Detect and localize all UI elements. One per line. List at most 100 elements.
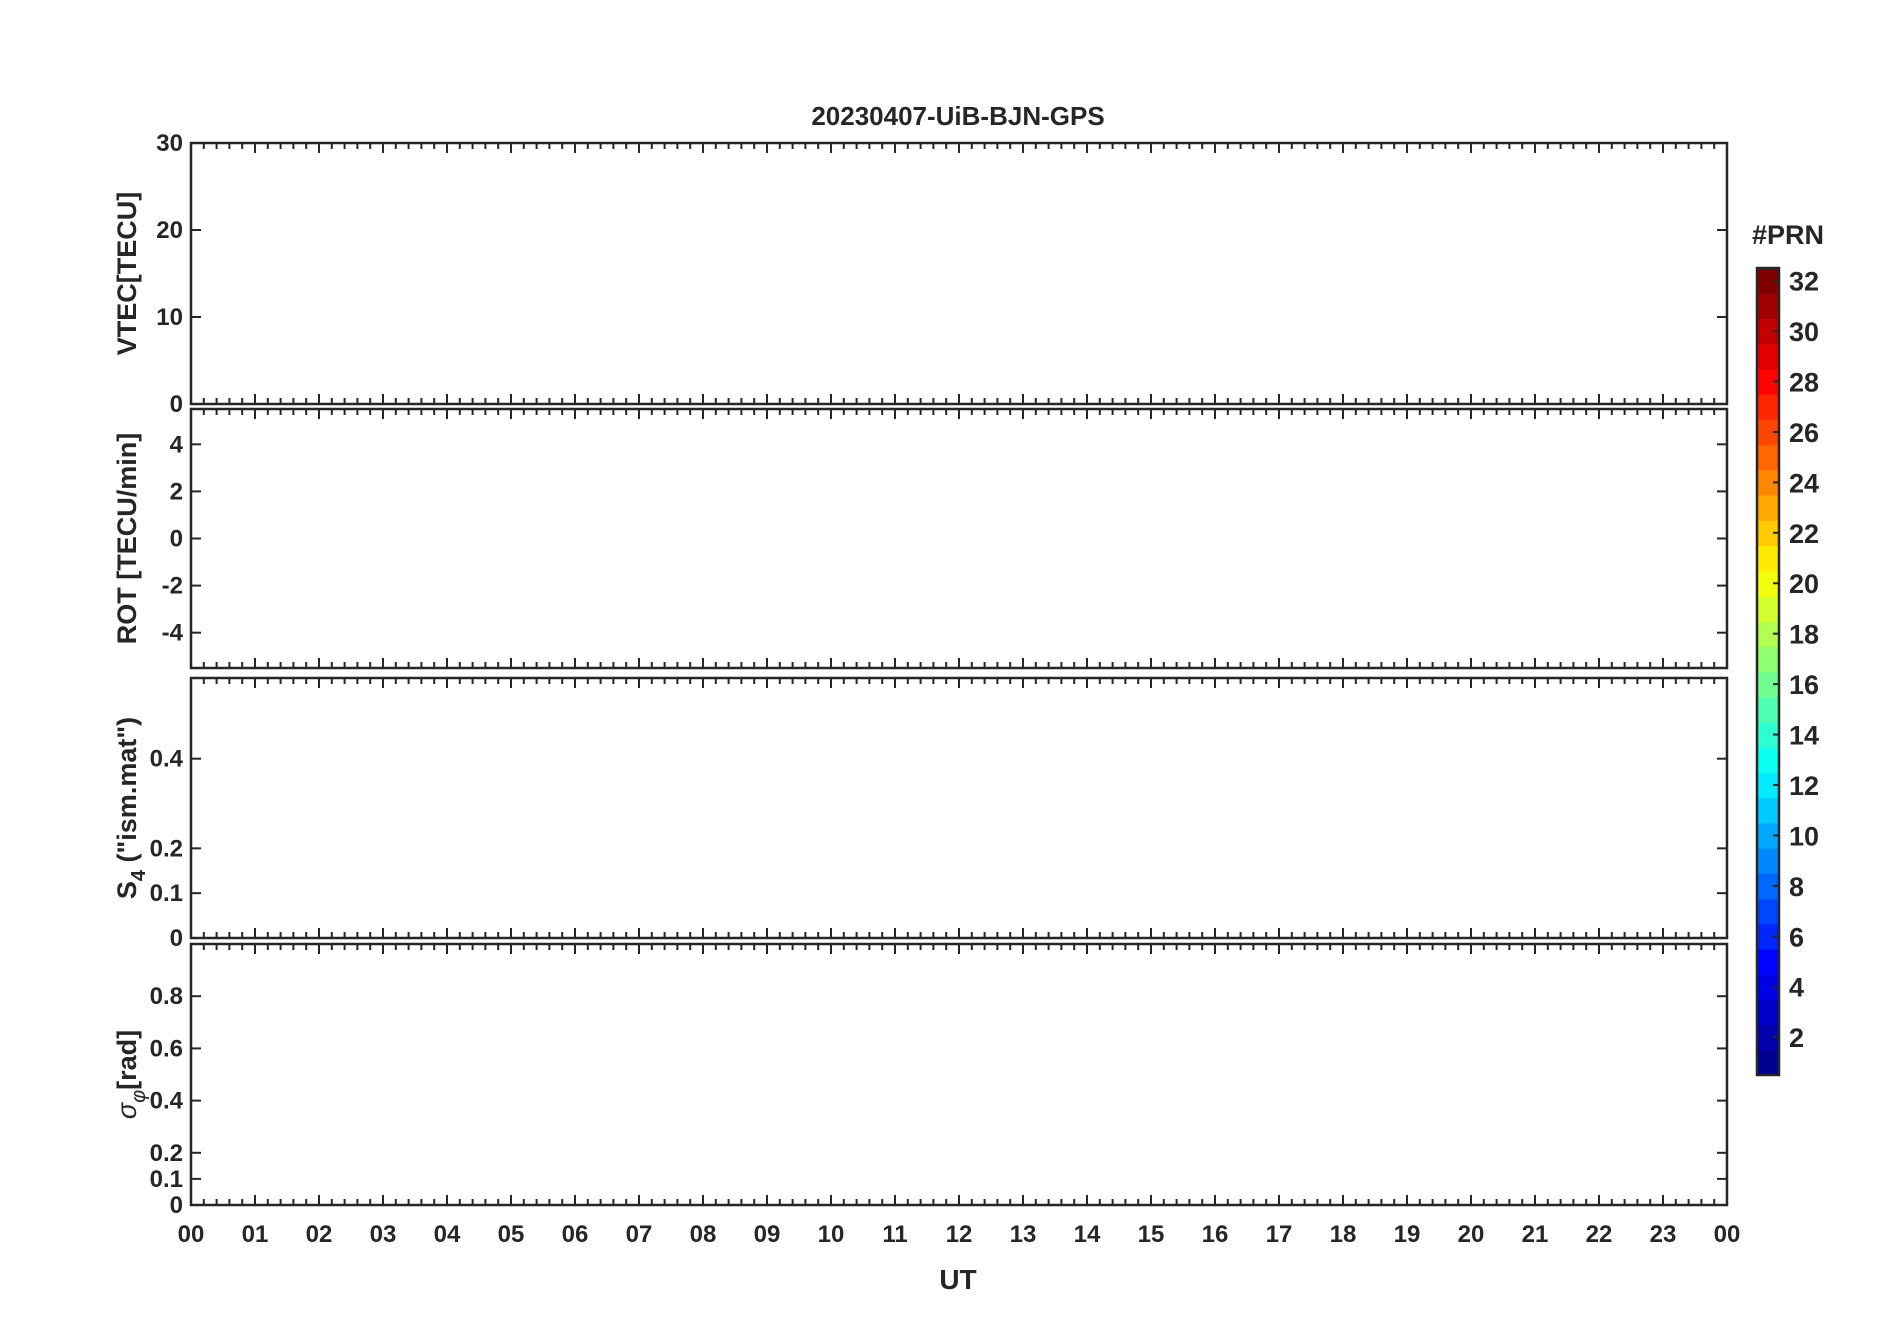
x-tick-label: 20 — [1458, 1221, 1485, 1248]
x-axis-label: UT — [939, 1264, 976, 1295]
panel-frame — [189, 676, 1729, 940]
colorbar-segment — [1757, 444, 1779, 471]
x-tick-label: 19 — [1394, 1221, 1421, 1248]
panel-frame — [189, 942, 1729, 1207]
colorbar-segment — [1757, 469, 1779, 496]
colorbar-segment — [1757, 646, 1779, 673]
colorbar-segment — [1757, 747, 1779, 773]
colorbar-segment — [1757, 999, 1779, 1026]
x-tick-label: 02 — [306, 1221, 333, 1248]
y-axis-label-sigma_phi: σφ[rad] — [112, 1030, 150, 1119]
panel-frame — [189, 141, 1729, 406]
y-tick-label: 10 — [156, 304, 183, 331]
colorbar-segment — [1757, 595, 1779, 622]
colorbar-tick-label: 12 — [1789, 771, 1819, 801]
colorbar-tick-label: 30 — [1789, 317, 1819, 347]
colorbar-tick-label: 22 — [1789, 519, 1819, 549]
x-tick-label: 05 — [498, 1221, 525, 1248]
colorbar-tick-label: 24 — [1789, 468, 1819, 498]
y-tick-label: 0.1 — [150, 880, 183, 907]
colorbar-tick-label: 32 — [1789, 267, 1819, 297]
y-tick-label: 0.4 — [150, 746, 184, 773]
y-tick-label: 0.8 — [150, 983, 183, 1010]
colorbar-segment — [1757, 293, 1779, 320]
colorbar-segment — [1757, 822, 1779, 849]
x-tick-label: 07 — [626, 1221, 653, 1248]
y-axis-label-s4: S4 ("ism.mat") — [112, 717, 150, 899]
x-tick-label: 00 — [178, 1221, 205, 1248]
colorbar-tick-label: 14 — [1789, 721, 1819, 751]
x-tick-label: 13 — [1010, 1221, 1037, 1248]
colorbar-segment — [1757, 671, 1779, 698]
y-tick-label: 0 — [170, 391, 183, 418]
colorbar-segment — [1757, 419, 1779, 446]
colorbar-segment — [1757, 974, 1779, 1000]
colorbar-tick-label: 4 — [1789, 973, 1804, 1003]
colorbar-segment — [1757, 545, 1779, 572]
colorbar-segment — [1757, 494, 1779, 521]
colorbar-segment — [1757, 343, 1779, 370]
y-tick-label: 0.4 — [150, 1088, 184, 1115]
colorbar-segment — [1757, 520, 1779, 547]
panel-vtec: 0 10 20 30 VTEC[TECU] — [112, 130, 1729, 418]
colorbar-tick-label: 16 — [1789, 670, 1819, 700]
y-axis-label-rot: ROT [TECU/min] — [112, 433, 142, 644]
x-tick-label: 09 — [754, 1221, 781, 1248]
x-tick-label: 14 — [1074, 1221, 1101, 1248]
x-tick-label: 08 — [690, 1221, 717, 1248]
y-tick-label: 2 — [170, 478, 183, 505]
panel-sigma_phi: 00.10.2 0.4 0.6 0.8σφ[rad] — [112, 942, 1729, 1219]
x-tick-label: 06 — [562, 1221, 589, 1248]
colorbar-tick-label: 28 — [1789, 367, 1819, 397]
y-tick-label: 0.2 — [150, 835, 183, 862]
colorbar-segment — [1757, 268, 1779, 294]
x-tick-label: 10 — [818, 1221, 845, 1248]
y-axis-label-vtec: VTEC[TECU] — [112, 192, 142, 356]
panel-rot: -4 -2 0 2 4 ROT [TECU/min] — [112, 407, 1729, 670]
y-tick-label: 0 — [170, 925, 183, 952]
colorbar-segment — [1757, 394, 1779, 420]
y-tick-label: 0 — [170, 1192, 183, 1219]
y-tick-label: 4 — [170, 431, 184, 458]
x-tick-label: 17 — [1266, 1221, 1293, 1248]
colorbar-tick-label: 20 — [1789, 569, 1819, 599]
x-tick-label: 00 — [1714, 1221, 1741, 1248]
colorbar-segment — [1757, 848, 1779, 874]
y-tick-label: 0.2 — [150, 1140, 183, 1167]
x-tick-label: 11 — [882, 1221, 907, 1248]
colorbar-segment — [1757, 772, 1779, 799]
x-tick-label: 23 — [1650, 1221, 1677, 1248]
y-tick-label: 30 — [156, 130, 183, 157]
colorbar-tick-label: 8 — [1789, 872, 1804, 902]
y-tick-label: 0.1 — [150, 1166, 183, 1193]
y-tick-label: 20 — [156, 217, 183, 244]
x-tick-label: 03 — [370, 1221, 397, 1248]
colorbar-segment — [1757, 696, 1779, 723]
y-tick-label: 0.6 — [150, 1035, 183, 1062]
colorbar-segment — [1757, 368, 1779, 395]
colorbar-segment — [1757, 948, 1779, 975]
x-tick-label: 18 — [1330, 1221, 1357, 1248]
colorbar-tick-label: 6 — [1789, 922, 1804, 952]
panel-s4: 0 0.1 0.2 0.4S4 ("ism.mat") — [112, 676, 1729, 952]
y-tick-label: 0 — [170, 526, 183, 553]
colorbar-label: #PRN — [1752, 220, 1824, 250]
panel-frame — [189, 407, 1729, 670]
colorbar-segment — [1757, 621, 1779, 647]
colorbar-segment — [1757, 873, 1779, 900]
x-tick-label: 22 — [1586, 1221, 1613, 1248]
x-tick-label: 04 — [434, 1221, 461, 1248]
x-tick-label: 01 — [242, 1221, 269, 1248]
colorbar-segment — [1757, 318, 1779, 345]
x-tick-label: 15 — [1138, 1221, 1165, 1248]
x-tick-label: 16 — [1202, 1221, 1229, 1248]
x-tick-label: 21 — [1522, 1221, 1549, 1248]
colorbar-tick-label: 18 — [1789, 620, 1819, 650]
colorbar-segment — [1757, 1024, 1779, 1051]
colorbar-segment — [1757, 898, 1779, 925]
y-tick-label: -4 — [162, 620, 184, 647]
x-tick-label: 12 — [946, 1221, 973, 1248]
y-tick-label: -2 — [162, 573, 183, 600]
